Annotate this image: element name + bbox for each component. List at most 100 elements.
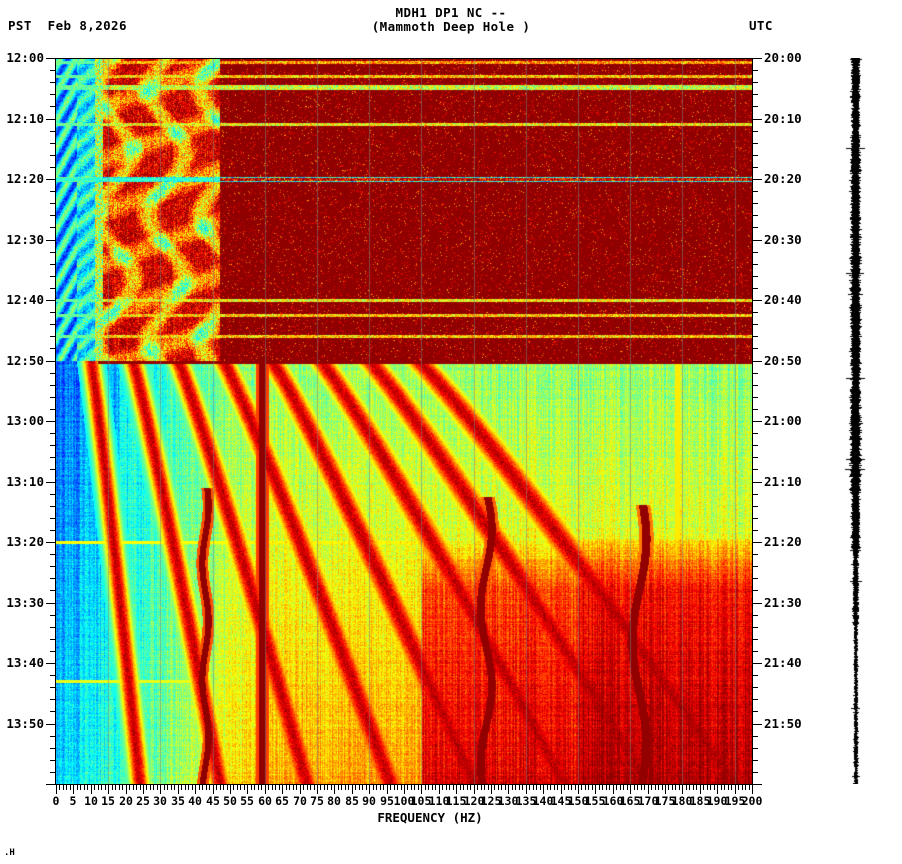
frequency-tick-minor [668, 785, 669, 790]
frequency-tick-major [73, 785, 74, 794]
frequency-label: 195 [724, 794, 746, 808]
frequency-tick-minor [484, 785, 485, 790]
frequency-label: 55 [240, 794, 254, 808]
frequency-tick-minor [338, 785, 339, 790]
time-tick-minor [753, 506, 758, 507]
frequency-tick-minor [240, 785, 241, 790]
time-label-utc: 20:50 [764, 353, 802, 368]
time-tick-major [46, 663, 55, 664]
time-tick-minor [753, 155, 758, 156]
time-label-pst: 12:20 [6, 171, 44, 186]
time-tick-major [46, 300, 55, 301]
frequency-tick-major [491, 785, 492, 794]
frequency-tick-minor [749, 785, 750, 790]
time-tick-minor [50, 554, 55, 555]
frequency-tick-minor [623, 785, 624, 790]
frequency-label: 60 [258, 794, 272, 808]
frequency-tick-minor [522, 785, 523, 790]
time-tick-minor [50, 530, 55, 531]
time-tick-minor [753, 336, 758, 337]
frequency-tick-minor [696, 785, 697, 790]
seismogram-strip [828, 58, 880, 784]
time-tick-minor [753, 433, 758, 434]
time-tick-minor [753, 227, 758, 228]
frequency-tick-minor [568, 785, 569, 790]
frequency-tick-minor [206, 785, 207, 790]
time-tick-major [753, 421, 762, 422]
frequency-tick-minor [341, 785, 342, 790]
frequency-tick-major [508, 785, 509, 794]
frequency-tick-minor [258, 785, 259, 790]
time-tick-minor [50, 445, 55, 446]
frequency-label: 175 [654, 794, 676, 808]
frequency-tick-minor [550, 785, 551, 790]
frequency-tick-minor [394, 785, 395, 790]
frequency-tick-major [648, 785, 649, 794]
frequency-label: 50 [223, 794, 237, 808]
frequency-tick-minor [192, 785, 193, 790]
time-tick-major [753, 603, 762, 604]
frequency-tick-major [439, 785, 440, 794]
time-label-pst: 13:10 [6, 474, 44, 489]
time-label-pst: 12:50 [6, 353, 44, 368]
time-tick-minor [50, 348, 55, 349]
frequency-tick-minor [268, 785, 269, 790]
time-tick-minor [753, 264, 758, 265]
time-label-pst: 13:50 [6, 716, 44, 731]
frequency-tick-major [143, 785, 144, 794]
date-label: Feb 8,2026 [47, 18, 127, 33]
time-tick-minor [50, 276, 55, 277]
frequency-tick-minor [637, 785, 638, 790]
frequency-tick-minor [599, 785, 600, 790]
frequency-tick-minor [359, 785, 360, 790]
time-tick-minor [50, 264, 55, 265]
time-tick-minor [50, 288, 55, 289]
frequency-tick-minor [66, 785, 67, 790]
frequency-tick-minor [460, 785, 461, 790]
frequency-tick-minor [533, 785, 534, 790]
frequency-tick-major [735, 785, 736, 794]
time-tick-minor [753, 131, 758, 132]
time-tick-minor [50, 155, 55, 156]
time-tick-major [753, 361, 762, 362]
frequency-tick-minor [324, 785, 325, 790]
frequency-tick-major [682, 785, 683, 794]
time-tick-minor [753, 639, 758, 640]
spectrogram-plot [56, 58, 752, 784]
frequency-tick-minor [362, 785, 363, 790]
time-tick-minor [753, 748, 758, 749]
time-tick-minor [50, 457, 55, 458]
frequency-tick-major [456, 785, 457, 794]
frequency-tick-minor [634, 785, 635, 790]
frequency-tick-minor [157, 785, 158, 790]
frequency-tick-minor [63, 785, 64, 790]
frequency-label: 80 [327, 794, 341, 808]
frequency-tick-minor [98, 785, 99, 790]
time-tick-minor [753, 566, 758, 567]
frequency-tick-minor [376, 785, 377, 790]
frequency-tick-minor [185, 785, 186, 790]
frequency-label: 145 [550, 794, 572, 808]
time-label-utc: 21:20 [764, 534, 802, 549]
frequency-tick-minor [220, 785, 221, 790]
time-label-pst: 13:40 [6, 655, 44, 670]
time-label-utc: 20:40 [764, 292, 802, 307]
time-tick-minor [50, 566, 55, 567]
frequency-tick-minor [655, 785, 656, 790]
frequency-tick-minor [442, 785, 443, 790]
frequency-tick-major [613, 785, 614, 794]
frequency-label: 100 [393, 794, 415, 808]
frequency-tick-minor [689, 785, 690, 790]
time-tick-minor [753, 736, 758, 737]
time-tick-major [46, 603, 55, 604]
frequency-label: 110 [428, 794, 450, 808]
time-tick-major [46, 421, 55, 422]
time-tick-minor [753, 215, 758, 216]
frequency-tick-minor [293, 785, 294, 790]
time-tick-minor [50, 639, 55, 640]
frequency-tick-major [561, 785, 562, 794]
frequency-tick-minor [714, 785, 715, 790]
frequency-tick-minor [366, 785, 367, 790]
frequency-tick-minor [70, 785, 71, 790]
frequency-tick-major [247, 785, 248, 794]
